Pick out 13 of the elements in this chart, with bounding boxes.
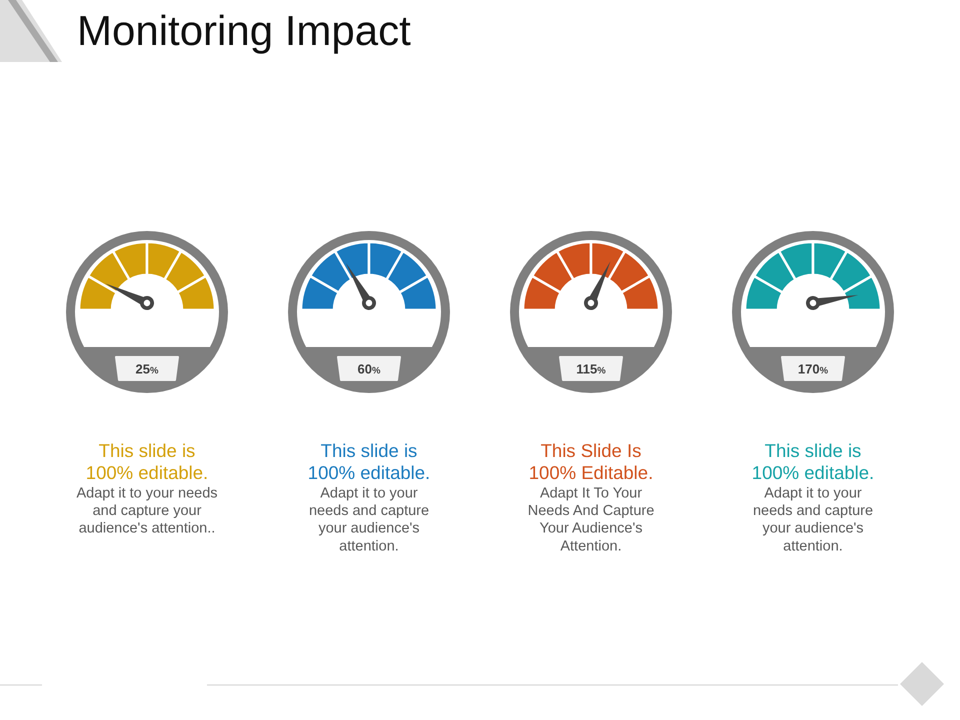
- data-label: 115%: [576, 362, 606, 376]
- text: This slide is 100% editable.: [86, 440, 208, 483]
- data-label: 25%: [136, 362, 160, 376]
- text: Adapt it to your needs and capture your audience's attention.: [752, 486, 874, 554]
- text: This slide is 100% editable.: [308, 440, 430, 483]
- text: Monitoring Impact: [77, 7, 412, 54]
- text: Adapt it to your needs and capture your audience's attention.: [308, 486, 430, 554]
- text: This slide is 100% editable.: [752, 440, 874, 483]
- text: This Slide Is 100% Editable.: [528, 440, 654, 483]
- data-label: 60%: [358, 362, 382, 376]
- text: Adapt It To Your Needs And Capture Your Audience's Attention.: [528, 486, 654, 554]
- text: Adapt it to your needs and capture your audience's attention..: [76, 486, 218, 537]
- data-label: 170%: [798, 362, 829, 376]
